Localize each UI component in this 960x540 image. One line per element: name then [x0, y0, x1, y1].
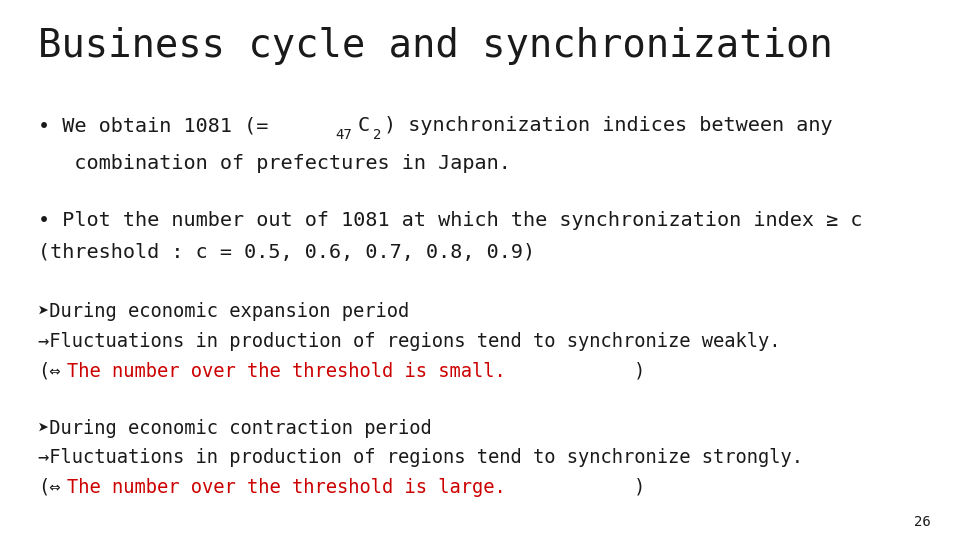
Text: →Fluctuations in production of regions tend to synchronize weakly.: →Fluctuations in production of regions t… [38, 332, 780, 351]
Text: 26: 26 [915, 515, 931, 529]
Text: 47: 47 [336, 128, 352, 142]
Text: →Fluctuations in production of regions tend to synchronize strongly.: →Fluctuations in production of regions t… [38, 448, 804, 467]
Text: The number over the threshold is small.: The number over the threshold is small. [67, 362, 506, 381]
Text: 2: 2 [372, 128, 381, 142]
Text: ➤During economic expansion period: ➤During economic expansion period [38, 302, 410, 321]
Text: ): ) [634, 362, 645, 381]
Text: ➤During economic contraction period: ➤During economic contraction period [38, 418, 432, 437]
Text: ): ) [634, 478, 645, 497]
Text: (threshold : c = 0.5, 0.6, 0.7, 0.8, 0.9): (threshold : c = 0.5, 0.6, 0.7, 0.8, 0.9… [38, 243, 536, 262]
Text: C: C [357, 116, 370, 135]
Text: The number over the threshold is large.: The number over the threshold is large. [67, 478, 506, 497]
Text: (⇔: (⇔ [38, 362, 60, 381]
Text: • We obtain 1081 (=: • We obtain 1081 (= [38, 116, 269, 135]
Text: ) synchronization indices between any: ) synchronization indices between any [384, 116, 832, 135]
Text: Business cycle and synchronization: Business cycle and synchronization [38, 27, 833, 65]
Text: (⇔: (⇔ [38, 478, 60, 497]
Text: combination of prefectures in Japan.: combination of prefectures in Japan. [38, 154, 512, 173]
Text: • Plot the number out of 1081 at which the synchronization index ≥ c: • Plot the number out of 1081 at which t… [38, 211, 863, 229]
